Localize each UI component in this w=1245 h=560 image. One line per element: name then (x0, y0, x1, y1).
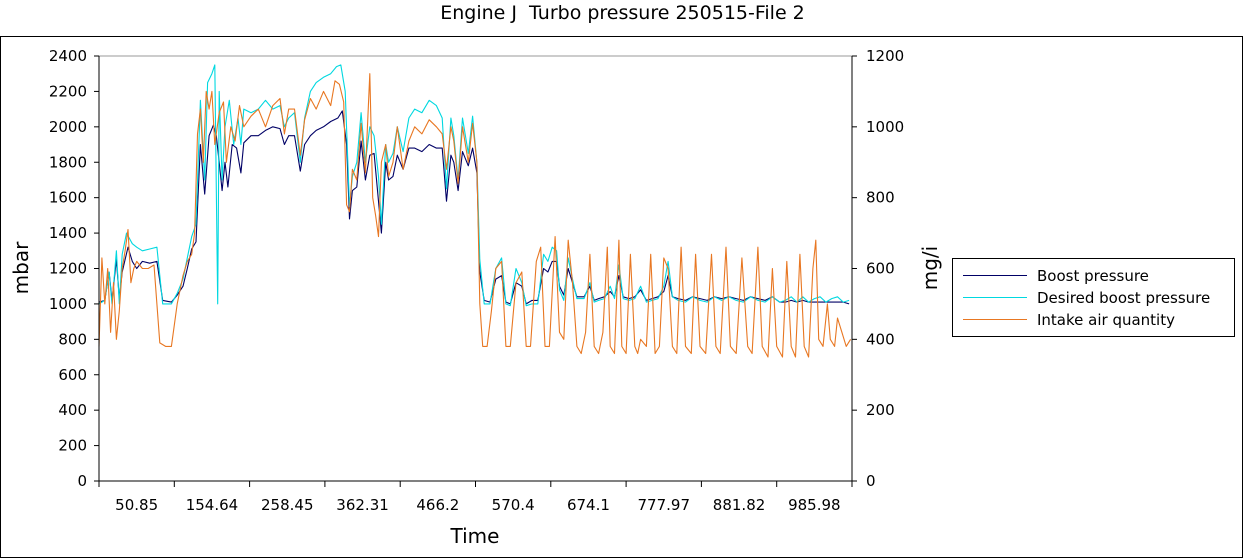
y-tick-label: 2400 (49, 47, 87, 65)
y-tick-label: 200 (58, 437, 87, 455)
y-axis-label: mbar (9, 241, 33, 294)
y2-axis-label: mg/i (918, 246, 942, 290)
x-tick-label: 570.4 (492, 496, 535, 514)
y2-tick-label: 1200 (866, 47, 904, 65)
legend-item-boost-pressure: Boost pressure (953, 265, 1234, 287)
y2-tick-label: 0 (866, 472, 876, 490)
x-tick-label: 258.45 (261, 496, 314, 514)
y-tick-label: 400 (58, 401, 87, 419)
legend: Boost pressure Desired boost pressure In… (952, 258, 1235, 337)
legend-item-intake-air-quantity: Intake air quantity (953, 309, 1234, 331)
legend-label-boost-pressure: Boost pressure (1037, 267, 1149, 285)
y-tick-label: 0 (77, 472, 87, 490)
y-tick-label: 2200 (49, 82, 87, 100)
legend-item-desired-boost-pressure: Desired boost pressure (953, 287, 1234, 309)
legend-label-desired-boost-pressure: Desired boost pressure (1037, 289, 1211, 307)
y2-tick-label: 1000 (866, 118, 904, 136)
x-tick-label: 50.85 (115, 496, 158, 514)
chart-frame (0, 36, 1243, 558)
x-tick-label: 881.82 (713, 496, 766, 514)
y-tick-label: 2000 (49, 118, 87, 136)
y2-tick-label: 400 (866, 330, 895, 348)
y-tick-label: 1600 (49, 189, 87, 207)
x-tick-label: 154.64 (186, 496, 239, 514)
y2-tick-label: 800 (866, 189, 895, 207)
x-tick-label: 777.97 (638, 496, 691, 514)
x-tick-label: 362.31 (336, 496, 389, 514)
x-axis-label: Time (450, 524, 500, 548)
legend-swatch-intake-air-quantity (963, 319, 1027, 320)
chart-title: Engine J Turbo pressure 250515-File 2 (440, 2, 805, 24)
y-tick-label: 600 (58, 366, 87, 384)
y2-tick-label: 600 (866, 260, 895, 278)
y-tick-label: 1000 (49, 295, 87, 313)
series-line-intake-air-quantity (98, 73, 852, 358)
axes-layer: 0200400600800100012001400160018002000220… (49, 47, 904, 514)
x-tick-label: 674.1 (567, 496, 610, 514)
x-tick-label: 985.98 (788, 496, 841, 514)
x-tick-label: 466.2 (416, 496, 459, 514)
series-line-desired-boost-pressure (98, 64, 850, 307)
legend-swatch-desired-boost-pressure (963, 297, 1027, 298)
legend-label-intake-air-quantity: Intake air quantity (1037, 311, 1175, 329)
y-tick-label: 800 (58, 330, 87, 348)
y-tick-label: 1200 (49, 260, 87, 278)
y-tick-label: 1400 (49, 224, 87, 242)
legend-swatch-boost-pressure (963, 275, 1027, 276)
y2-tick-label: 200 (866, 401, 895, 419)
series-layer (98, 64, 852, 358)
y-tick-label: 1800 (49, 153, 87, 171)
